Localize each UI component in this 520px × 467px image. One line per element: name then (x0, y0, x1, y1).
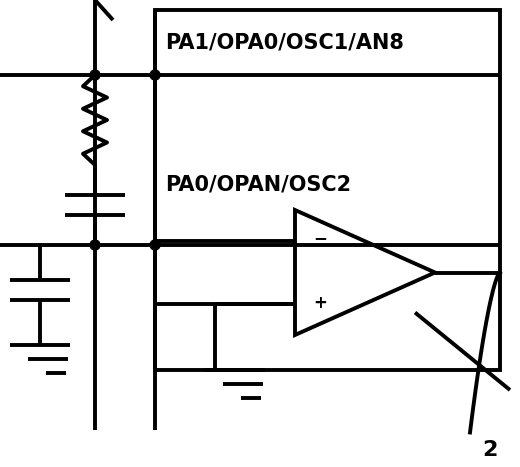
Circle shape (90, 240, 100, 250)
Circle shape (150, 70, 160, 80)
Text: +: + (313, 294, 327, 312)
Bar (155, 10, 500, 370)
Circle shape (90, 70, 100, 80)
Text: −: − (313, 229, 327, 247)
Circle shape (150, 240, 160, 250)
Text: 2: 2 (483, 440, 498, 460)
Text: PA1/OPA0/OSC1/AN8: PA1/OPA0/OSC1/AN8 (165, 32, 404, 52)
Text: PA0/OPAN/OSC2: PA0/OPAN/OSC2 (165, 175, 351, 195)
